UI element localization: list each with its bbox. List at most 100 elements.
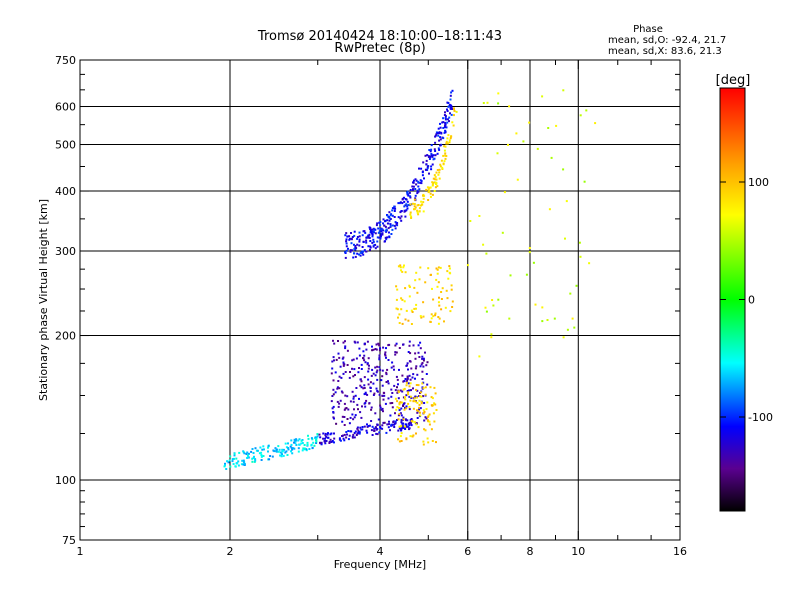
data-point [426,165,429,168]
data-point [482,243,485,246]
data-point [594,122,597,125]
data-point [397,418,400,421]
data-point [396,406,399,409]
data-point [363,387,366,389]
data-point [373,427,376,430]
data-point [252,452,255,454]
data-point [433,157,436,160]
data-point [332,339,334,342]
data-point [381,233,384,236]
data-point [359,378,362,381]
data-point [446,297,449,300]
data-point [238,451,241,454]
data-point [419,179,422,182]
data-point [379,347,381,350]
data-point [416,291,419,294]
data-point [575,284,578,287]
data-point [378,393,381,396]
data-point [421,355,424,358]
data-point [434,392,437,395]
data-point [405,419,408,422]
data-point [433,386,436,389]
data-point [503,191,506,194]
data-point [408,295,411,298]
data-point [297,447,300,450]
data-point [333,417,335,420]
data-point [419,391,422,394]
data-point [447,134,450,137]
data-point [313,444,316,447]
data-point [389,402,392,405]
data-point [391,214,394,217]
data-point [424,393,427,396]
data-point [408,408,411,411]
data-point [435,409,438,411]
data-point [431,163,434,166]
data-point [305,448,308,451]
data-point [251,460,254,463]
data-point [224,464,226,467]
data-point [439,165,442,168]
data-point [384,220,386,223]
data-point [415,179,418,182]
data-point [508,105,511,108]
data-point [369,386,372,389]
data-point [335,422,338,425]
data-point [384,353,386,356]
data-point [407,194,410,197]
colorbar-ticks: 100 0 -100 [720,176,773,424]
data-point [418,395,421,398]
data-point [332,356,335,359]
data-point [403,408,406,411]
data-point [443,160,446,163]
data-point [342,356,345,359]
data-point [371,425,374,428]
data-point [406,362,409,365]
data-point [440,308,443,311]
data-point [376,433,379,436]
data-point [267,445,270,448]
data-point [368,424,371,427]
data-point [425,159,428,162]
data-point [333,437,336,440]
data-point [384,402,387,405]
data-point [374,426,377,429]
data-point [404,271,407,274]
data-point [366,362,369,365]
data-point [349,400,352,403]
data-point [426,437,429,440]
data-point [243,463,246,466]
data-point [360,380,363,383]
data-point [358,244,361,247]
data-point [342,437,345,440]
data-point [418,399,421,402]
data-point [331,360,334,363]
data-point [419,341,422,344]
data-point [414,422,417,425]
data-point [293,441,295,444]
data-point [363,393,366,396]
data-point [404,287,407,290]
data-point [370,420,373,422]
data-point [380,408,383,411]
data-point [301,442,304,444]
data-point [412,181,414,184]
data-point [423,402,426,404]
data-point [415,423,418,426]
data-point [402,388,405,391]
data-point [413,205,416,208]
data-point [431,287,433,290]
data-point [536,147,539,150]
data-point [424,386,427,389]
data-point [441,121,444,124]
data-point [553,317,556,320]
data-point [492,304,495,307]
data-point [444,111,446,114]
data-point [366,340,369,343]
data-point [330,432,333,435]
data-point [342,364,345,367]
y-tick-label: 500 [55,139,76,152]
data-point [375,371,378,374]
data-point [414,197,417,200]
data-point [396,308,399,311]
